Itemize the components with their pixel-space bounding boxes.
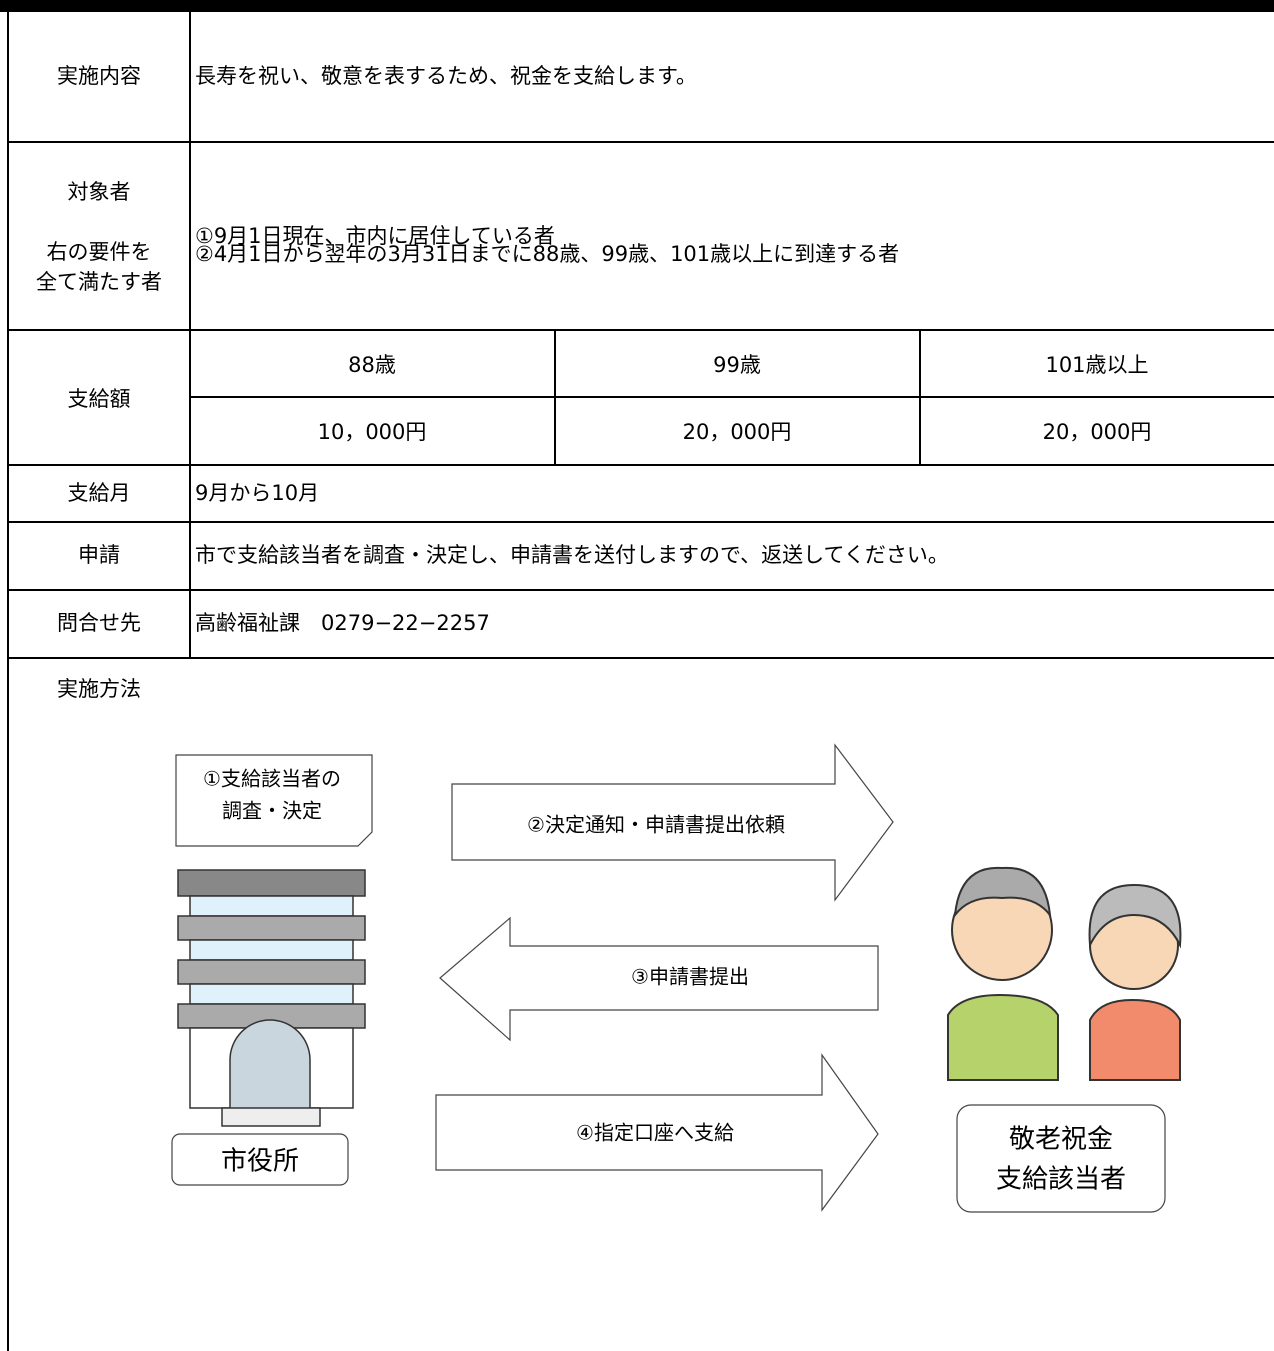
memo bbox=[175, 754, 373, 847]
amount: 20，000円 bbox=[683, 420, 792, 444]
row-content: 9月から10月 bbox=[195, 481, 319, 505]
arrow-label: ③申請書提出 bbox=[631, 965, 749, 989]
row-content: 高齢福祉課 0279−22−2257 bbox=[195, 611, 490, 635]
row-content: ②4月1日から翌年の3月31日までに88歳、99歳、101歳以上に到達する者 bbox=[195, 242, 899, 266]
building bbox=[177, 869, 366, 1127]
arrow-right bbox=[451, 743, 894, 902]
amount: 20，000円 bbox=[1043, 420, 1152, 444]
city-hall-label: 市役所 bbox=[221, 1147, 299, 1177]
row-label: 全て満たす者 bbox=[36, 270, 162, 294]
row-label: 実施内容 bbox=[57, 64, 141, 88]
elderly-couple bbox=[947, 866, 1182, 1081]
row-label: 問合せ先 bbox=[57, 611, 141, 635]
memo-text: 調査・決定 bbox=[222, 799, 322, 823]
recipient-label: 敬老祝金 bbox=[1009, 1125, 1113, 1155]
city-hall-box bbox=[171, 1133, 349, 1186]
table-grid bbox=[7, 0, 1274, 1351]
section-title: 実施方法 bbox=[57, 677, 141, 701]
diagram-shapes bbox=[171, 743, 1166, 1213]
top-bar bbox=[0, 0, 1274, 12]
recipient-box bbox=[956, 1104, 1166, 1213]
row-label: 対象者 bbox=[68, 180, 131, 204]
age-header: 99歳 bbox=[713, 353, 761, 377]
memo-text: ①支給該当者の bbox=[203, 767, 341, 791]
age-header: 88歳 bbox=[348, 353, 396, 377]
amount: 10，000円 bbox=[318, 420, 427, 444]
row-label: 支給月 bbox=[68, 481, 131, 505]
row-label: 右の要件を bbox=[47, 240, 152, 264]
arrow-right bbox=[435, 1053, 879, 1212]
row-content: 市で支給該当者を調査・決定し、申請書を送付しますので、返送してください。 bbox=[195, 543, 949, 567]
recipient-label: 支給該当者 bbox=[996, 1165, 1126, 1195]
row-label: 申請 bbox=[78, 543, 120, 567]
row-content: ①9月1日現在、市内に居住している者 bbox=[195, 224, 555, 248]
row-label: 支給額 bbox=[68, 387, 131, 411]
age-header: 101歳以上 bbox=[1045, 353, 1148, 377]
arrow-left bbox=[439, 916, 879, 1042]
row-content: 長寿を祝い、敬意を表するため、祝金を支給します。 bbox=[195, 64, 697, 88]
arrow-label: ②決定通知・申請書提出依頼 bbox=[527, 813, 785, 837]
arrow-label: ④指定口座へ支給 bbox=[576, 1121, 734, 1145]
